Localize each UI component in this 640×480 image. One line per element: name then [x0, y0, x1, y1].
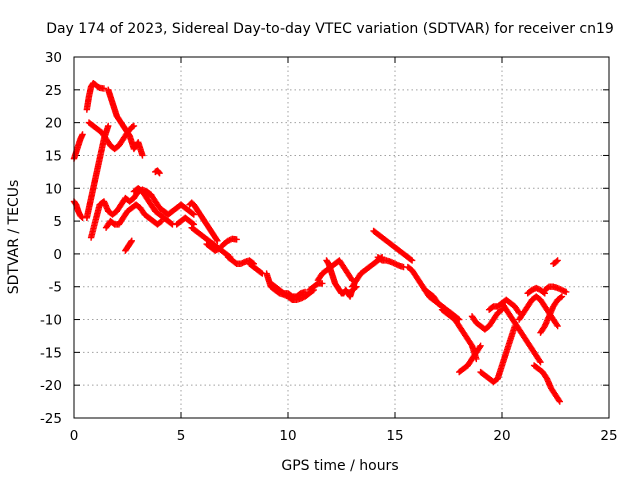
- series-arc5: [85, 119, 138, 153]
- data-point: [563, 288, 570, 296]
- series-arc39: [530, 362, 563, 405]
- series-arc13: [173, 214, 198, 228]
- data-point: [105, 122, 112, 130]
- data-point: [556, 398, 563, 405]
- data-point: [258, 269, 265, 276]
- series-arc38: [541, 283, 570, 296]
- data-point: [537, 359, 544, 366]
- data-point: [555, 397, 563, 404]
- data-point: [557, 294, 565, 301]
- data-point: [558, 293, 566, 300]
- y-tick-label: 10: [45, 181, 62, 197]
- series-arc33: [485, 296, 523, 317]
- x-tick-label: 25: [600, 428, 617, 444]
- series-arc18: [246, 260, 266, 277]
- series-arc31: [468, 306, 506, 333]
- x-tick-label: 15: [386, 428, 403, 444]
- series-arc30: [456, 342, 484, 376]
- data-point: [497, 307, 505, 314]
- series-arc32: [477, 322, 519, 386]
- data-point: [128, 237, 135, 244]
- series-arc20: [267, 280, 309, 300]
- series-arc10: [130, 185, 176, 228]
- data-point: [155, 169, 163, 176]
- data-point: [127, 238, 135, 246]
- data-point: [553, 321, 560, 328]
- data-point: [553, 258, 560, 265]
- chart-title: Day 174 of 2023, Sidereal Day-to-day VTE…: [46, 21, 614, 37]
- data-point: [130, 122, 138, 130]
- data-point: [168, 220, 175, 227]
- series-arc40: [550, 257, 561, 267]
- series-arc9: [122, 237, 135, 254]
- y-tick-label: -20: [40, 378, 62, 394]
- y-tick-label: -25: [40, 411, 62, 427]
- data-point: [100, 85, 108, 92]
- x-axis-label: GPS time / hours: [281, 458, 398, 474]
- series-arc25: [370, 227, 416, 264]
- y-tick-label: 5: [53, 214, 62, 230]
- data-point: [554, 322, 561, 330]
- y-tick-label: 20: [45, 116, 62, 132]
- x-tick-label: 5: [177, 428, 186, 444]
- data-point: [213, 236, 220, 243]
- series-arc1: [70, 131, 86, 162]
- series-arc2: [70, 198, 86, 222]
- data-point: [214, 237, 221, 244]
- series-arc28: [421, 286, 459, 320]
- data-point: [233, 236, 240, 243]
- series-arc3: [83, 80, 108, 113]
- series-arc11: [152, 167, 163, 177]
- data-point: [157, 218, 164, 226]
- series-arc26: [374, 253, 407, 271]
- x-tick-label: 20: [493, 428, 510, 444]
- data-point: [408, 257, 416, 264]
- data-point: [319, 280, 326, 287]
- data-point: [78, 213, 85, 221]
- series-arc35: [515, 293, 561, 330]
- y-tick-label: 15: [45, 148, 62, 164]
- y-tick-label: 25: [45, 83, 62, 99]
- y-tick-label: 30: [45, 50, 62, 66]
- series-arc7: [105, 86, 146, 159]
- grid-layer: [74, 57, 609, 418]
- data-point: [515, 308, 522, 315]
- series-arc16: [203, 235, 240, 254]
- y-tick-label: 0: [53, 247, 62, 263]
- series-arc8: [102, 201, 165, 231]
- data-points: [70, 80, 570, 405]
- y-tick-label: -5: [49, 280, 62, 296]
- data-point: [348, 275, 355, 283]
- data-point: [476, 343, 483, 351]
- tick-layer: 0 5 10 15 20 25 -25 -20 -15 -10 -5 0 5 10 15 20 25 30: [40, 50, 618, 444]
- data-point: [139, 152, 146, 159]
- y-tick-label: -10: [40, 313, 62, 329]
- data-point: [79, 131, 86, 138]
- series-arc17: [224, 253, 257, 267]
- data-point: [156, 169, 163, 177]
- series-arc6: [87, 186, 155, 241]
- series-arc34: [498, 299, 544, 366]
- series-arc37: [537, 293, 566, 336]
- data-point: [536, 357, 543, 365]
- data-point: [407, 256, 415, 263]
- y-tick-label: -15: [40, 345, 62, 361]
- data-point: [189, 210, 196, 217]
- data-point: [477, 342, 484, 349]
- data-point: [190, 211, 198, 218]
- x-tick-label: 10: [279, 428, 296, 444]
- series-arc14: [186, 199, 221, 244]
- series-arc23: [323, 257, 360, 300]
- y-axis-label: SDTVAR / TECUs: [6, 180, 22, 295]
- x-tick-label: 0: [70, 428, 79, 444]
- series-arc12: [143, 188, 198, 218]
- data-point: [301, 288, 309, 296]
- data-point: [554, 257, 561, 264]
- plot-frame: [73, 56, 610, 419]
